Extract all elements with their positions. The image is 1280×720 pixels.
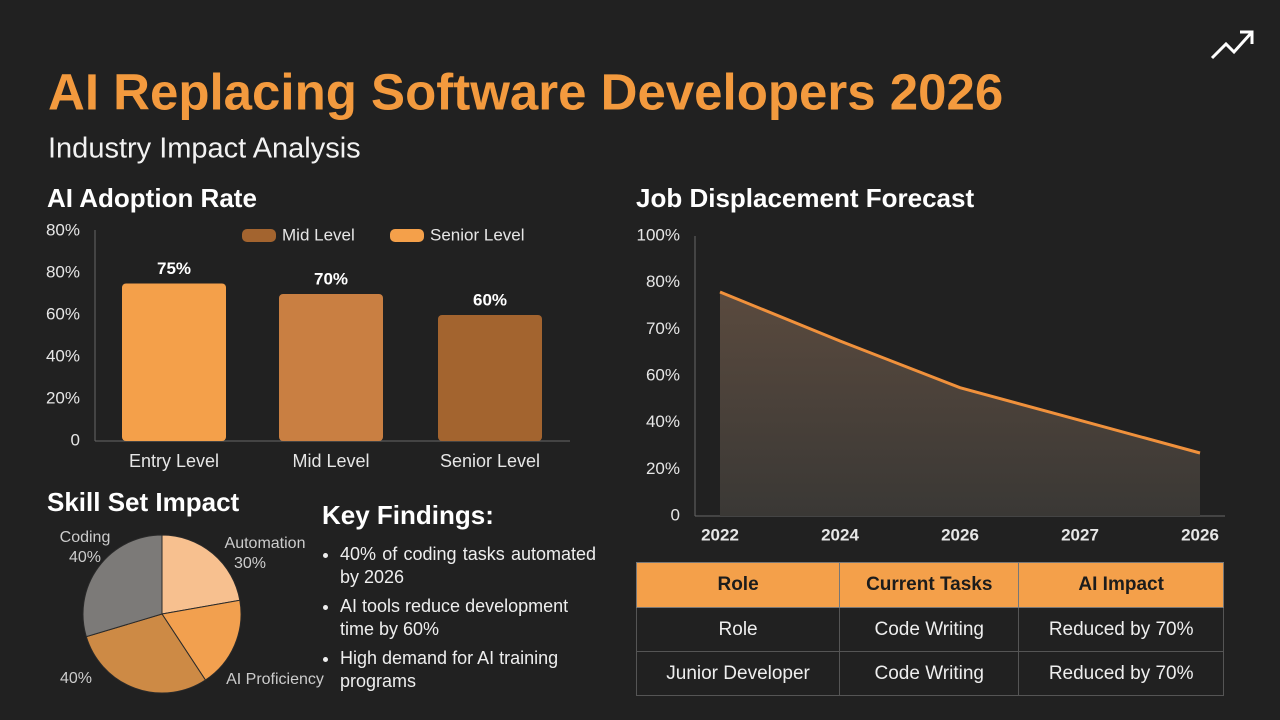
findings-title: Key Findings: [322, 500, 494, 530]
y-tick-label: 70% [646, 319, 680, 338]
y-tick-label: 0 [71, 430, 80, 449]
x-tick-label: 2027 [1061, 525, 1099, 544]
y-tick-label: 0 [671, 505, 680, 524]
impact-table: Role Current Tasks AI Impact Role Code W… [635, 562, 1224, 696]
share-icon[interactable] [1210, 30, 1254, 60]
cell: Reduced by 70% [1018, 651, 1224, 696]
legend-swatch [390, 229, 424, 242]
slice-label: Automation [225, 535, 306, 552]
x-tick-label: 2024 [821, 525, 859, 544]
header-cell: Role [635, 562, 841, 608]
slice-value: 30% [234, 555, 266, 572]
y-tick-label: 20% [646, 459, 680, 478]
pie-slice [161, 534, 241, 615]
cell: Reduced by 70% [1018, 607, 1224, 652]
row: Junior Developer Code Writing Reduced by… [635, 651, 1224, 696]
x-tick-label: 2026 [941, 525, 979, 544]
y-tick-label: 20% [46, 388, 80, 407]
chart-title: Job Displacement Forecast [636, 183, 974, 213]
y-tick-label: 40% [646, 412, 680, 431]
area-fill [720, 292, 1200, 516]
x-tick-label: Mid Level [292, 451, 369, 471]
pie-slice [161, 599, 242, 681]
cell: Junior Developer [635, 651, 841, 696]
pie-slice [85, 613, 207, 694]
finding: 40% of coding tasks automated by 2026 [340, 543, 596, 589]
y-tick-label: 80% [646, 272, 680, 291]
y-tick-label: 100% [637, 225, 680, 244]
value-label: 60% [473, 290, 507, 309]
y-tick-label: 60% [646, 365, 680, 384]
header-row: Role Current Tasks AI Impact [635, 562, 1224, 608]
x-tick-label: 2026 [1181, 525, 1219, 544]
finding: High demand for AI training programs [340, 647, 596, 693]
legend-label: Mid Level [282, 225, 355, 244]
slice-label: Coding [60, 529, 111, 546]
page-subtitle: Industry Impact Analysis [48, 133, 361, 165]
legend-swatch [242, 229, 276, 242]
bar [438, 315, 542, 441]
chart-title: AI Adoption Rate [47, 183, 257, 213]
legend-label: Senior Level [430, 225, 525, 244]
chart-title: Skill Set Impact [47, 487, 240, 517]
key-findings: Key Findings: 40% of coding tasks automa… [322, 500, 602, 699]
header-cell: AI Impact [1018, 562, 1224, 608]
finding: AI tools reduce development time by 60% [340, 595, 596, 641]
row: Role Code Writing Reduced by 70% [635, 607, 1224, 652]
slice-label: AI Proficiency [226, 671, 324, 688]
bar [122, 283, 226, 441]
slice-value: 40% [60, 670, 92, 687]
cell: Code Writing [839, 651, 1020, 696]
x-tick-label: 2022 [701, 525, 739, 544]
x-tick-label: Senior Level [440, 451, 540, 471]
header-cell: Current Tasks [839, 562, 1020, 608]
findings-list: 40% of coding tasks automated by 2026 AI… [322, 543, 602, 693]
x-tick-label: Entry Level [129, 451, 219, 471]
page-title: AI Replacing Software Developers 2026 [48, 63, 1003, 120]
pie-slice [82, 534, 163, 638]
y-tick-label: 80% [46, 220, 80, 239]
slice-value: 40% [69, 549, 101, 566]
y-tick-label: 80% [46, 262, 80, 281]
cell: Code Writing [839, 607, 1020, 652]
bar [279, 294, 383, 441]
value-label: 75% [157, 259, 191, 278]
cell: Role [635, 607, 841, 652]
line [719, 290, 1201, 455]
y-tick-label: 40% [46, 346, 80, 365]
value-label: 70% [314, 269, 348, 288]
y-tick-label: 60% [46, 304, 80, 323]
